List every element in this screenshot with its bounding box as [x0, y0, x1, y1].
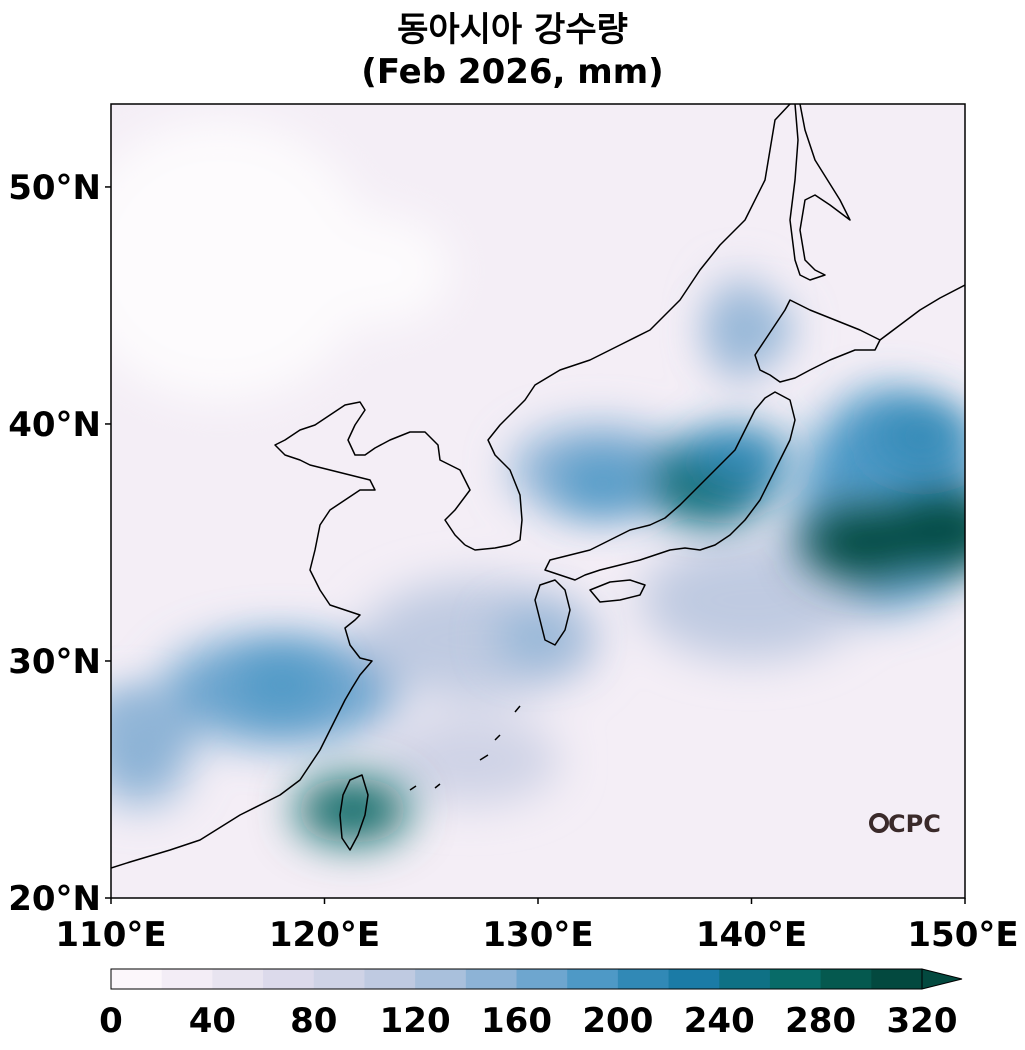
colorbar-segment: [465, 969, 517, 989]
colorbar-tick-label: 0: [99, 1001, 123, 1041]
map-area: CPC: [110, 103, 966, 899]
coastlines: [111, 104, 965, 869]
colorbar-tick-label: 80: [290, 1001, 337, 1041]
lon-tick-label: 150°E: [907, 915, 1018, 955]
colorbar-segment: [161, 969, 213, 989]
colorbar-segment: [313, 969, 365, 989]
lat-tick-label: 20°N: [8, 879, 101, 919]
chart-title: 동아시아 강수량: [397, 10, 628, 50]
colorbar-segment: [212, 969, 264, 989]
lat-tick-label: 40°N: [8, 405, 101, 445]
precip-center-10: [496, 613, 580, 662]
colorbar-tick-label: 40: [189, 1001, 236, 1041]
coastline-ryukyu: [409, 705, 521, 791]
colorbar-tick-label: 280: [785, 1001, 856, 1041]
lat-tick-label: 50°N: [8, 168, 101, 208]
precip-center-6: [233, 656, 330, 713]
precip-center-9: [872, 407, 965, 465]
coastline-sakhalin: [789, 104, 851, 281]
coastline-taiwan: [339, 774, 369, 851]
precip-band-pacific-south: [640, 540, 860, 660]
precip-band-ryukyu: [380, 715, 560, 805]
lat-tick-label: 30°N: [8, 642, 101, 682]
colorbar-tick-label: 320: [887, 1001, 958, 1041]
lon-tick-label: 110°E: [55, 915, 166, 955]
colorbar-segment: [871, 969, 923, 989]
coastline-kyushu: [534, 579, 571, 646]
colorbar-tick-label: 240: [684, 1001, 755, 1041]
precip-center-7: [111, 695, 176, 745]
coastline-korea: [464, 104, 791, 551]
precip-center-3: [691, 428, 791, 486]
coastline-china-mainland: [111, 401, 471, 869]
coastline-shikoku: [589, 579, 646, 603]
colorbar-segment: [719, 969, 771, 989]
colorbar: 0 40 80 120 160 200 240 280 320: [99, 968, 963, 1041]
chart-subtitle: (Feb 2026, mm): [361, 52, 664, 92]
colorbar-segment: [617, 969, 670, 989]
precip-center-1: [878, 493, 965, 569]
precip-band-east-china-sea: [360, 580, 600, 700]
precip-center-8: [295, 777, 410, 844]
colorbar-segment: [769, 969, 822, 989]
colorbar-segment: [263, 969, 315, 989]
colorbar-tick-label: 160: [481, 1001, 552, 1041]
lon-tick-label: 130°E: [482, 915, 593, 955]
colorbar-segment: [820, 969, 872, 989]
coastline-honshu: [544, 391, 796, 581]
colorbar-segment: [567, 969, 619, 989]
colorbar-segment: [415, 969, 467, 989]
coastline-hokkaido: [754, 299, 881, 383]
lon-tick-label: 140°E: [696, 915, 807, 955]
dry-region-north-china-2: [310, 215, 450, 325]
colorbar-tick-label: 200: [582, 1001, 653, 1041]
precip-center-5: [709, 305, 794, 354]
colorbar-tick-label: 120: [380, 1001, 451, 1041]
lon-tick-label: 120°E: [269, 915, 380, 955]
colorbar-segment: [364, 969, 416, 989]
colorbar-segment: [516, 969, 568, 989]
cpc-logo-mark: [869, 813, 889, 833]
precip-center-4: [555, 456, 649, 511]
dry-region-north-china: [111, 120, 370, 400]
colorbar-extend-arrow: [921, 968, 963, 990]
colorbar-frame: [110, 968, 923, 990]
coastline-kuril-arc: [879, 284, 965, 341]
cpc-logo: CPC: [888, 810, 941, 838]
colorbar-segment: [111, 969, 163, 989]
colorbar-segment: [668, 969, 720, 989]
